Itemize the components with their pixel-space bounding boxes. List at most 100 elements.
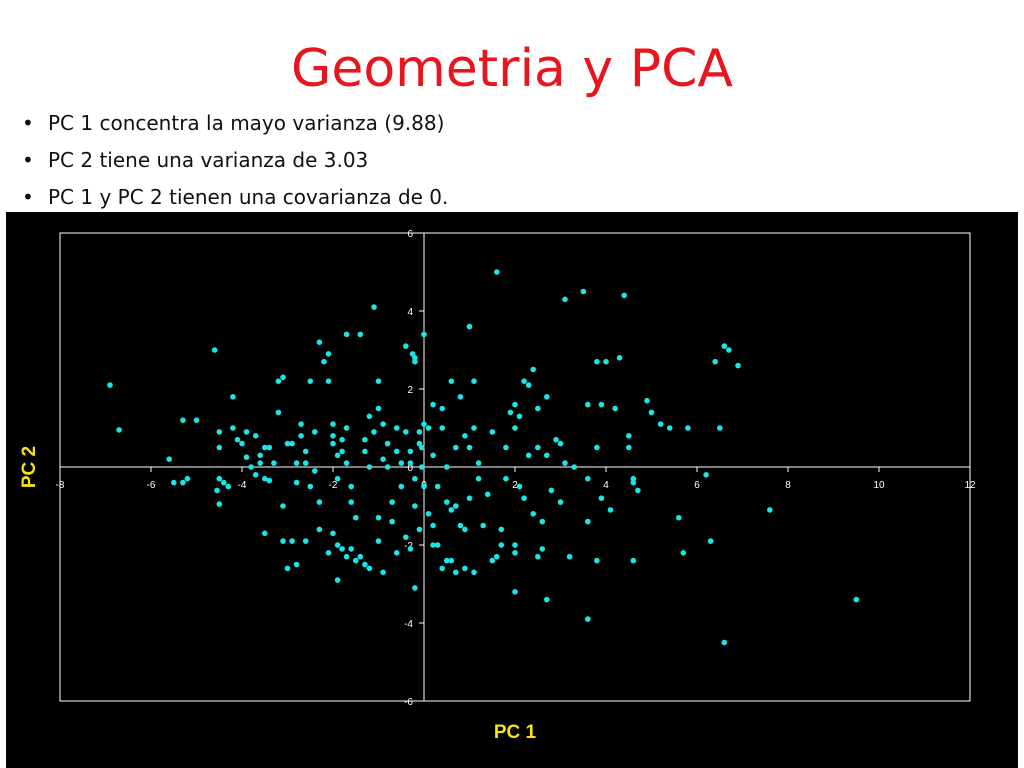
data-point [316,526,323,533]
data-point [525,382,532,388]
data-point [544,394,550,400]
data-point [503,475,509,482]
data-point [343,331,350,338]
data-point [626,444,632,451]
data-point [330,433,336,439]
data-point [539,546,546,552]
data-point [302,538,309,544]
data-point [339,546,345,552]
data-point [339,436,345,443]
x-tick-label: -6 [147,480,156,491]
data-point [252,472,259,478]
data-point [412,585,418,591]
data-point [439,405,446,412]
data-point [380,569,386,576]
data-point [116,427,122,433]
data-point [407,546,414,552]
data-point [471,425,477,431]
data-point [403,343,409,349]
data-point [366,565,373,572]
data-point [362,436,368,443]
data-point [357,553,364,560]
data-point [403,534,409,540]
data-point [607,507,614,513]
data-point [466,444,473,451]
data-point [371,429,377,435]
x-axis-ticks: -8-6-4-2024681012 [56,467,976,491]
data-point [380,456,386,462]
data-point [562,460,568,466]
data-point [721,639,728,646]
data-point [211,347,218,353]
data-point [594,557,600,564]
data-point [398,460,405,466]
data-point [712,358,718,365]
data-point [557,499,564,505]
data-point [516,413,523,420]
data-point [234,436,241,443]
data-point [562,296,568,303]
data-point [466,495,473,502]
data-point [312,429,318,435]
data-point [375,378,382,384]
bullet-dot: • [22,148,34,172]
data-point [339,448,345,455]
data-point [430,452,436,459]
data-point [409,351,416,357]
data-point [630,475,637,482]
data-point [594,444,600,451]
data-point [375,514,382,521]
data-point [262,475,268,482]
y-tick-label: 2 [407,385,413,396]
data-point [353,514,359,521]
data-point [243,429,250,435]
data-point [457,522,464,529]
data-point [430,542,436,548]
slide-title: Geometria y PCA [291,39,733,99]
data-point [293,561,300,568]
data-point [621,292,627,299]
y-tick-label: -4 [404,619,413,630]
data-point [375,405,382,412]
bullet-list: • PC 1 concentra la mayo varianza (9.88) … [20,108,448,219]
data-point [393,550,400,556]
data-point [421,331,427,338]
data-point [271,460,277,466]
bullet-dot: • [22,185,34,209]
data-point [343,553,350,560]
data-point [343,460,350,466]
data-point [184,475,191,482]
data-point [257,460,263,466]
data-point [721,343,728,349]
data-point [275,409,282,416]
data-point [230,425,236,431]
x-tick-label: 12 [964,480,976,491]
data-point [603,358,609,365]
data-point [393,425,400,431]
data-point [676,514,682,521]
y-tick-label: 4 [407,307,413,318]
data-point [462,526,468,533]
data-point [453,444,459,451]
data-point [389,518,395,525]
data-point [580,288,587,295]
data-point [252,433,259,439]
data-point [362,448,368,455]
x-tick-label: 8 [785,480,791,491]
data-point [512,425,518,431]
data-point [321,358,327,365]
data-point [525,452,532,459]
x-tick-label: 2 [512,480,518,491]
data-point [466,323,473,330]
data-point [566,553,573,560]
data-point [521,378,527,384]
data-point [284,440,291,447]
data-point [521,495,527,502]
data-point [494,553,500,560]
data-point [412,503,418,509]
data-point [330,530,336,537]
data-point [366,413,373,420]
data-point [498,526,505,533]
bullet-dot: • [22,111,34,135]
data-point [726,347,732,353]
